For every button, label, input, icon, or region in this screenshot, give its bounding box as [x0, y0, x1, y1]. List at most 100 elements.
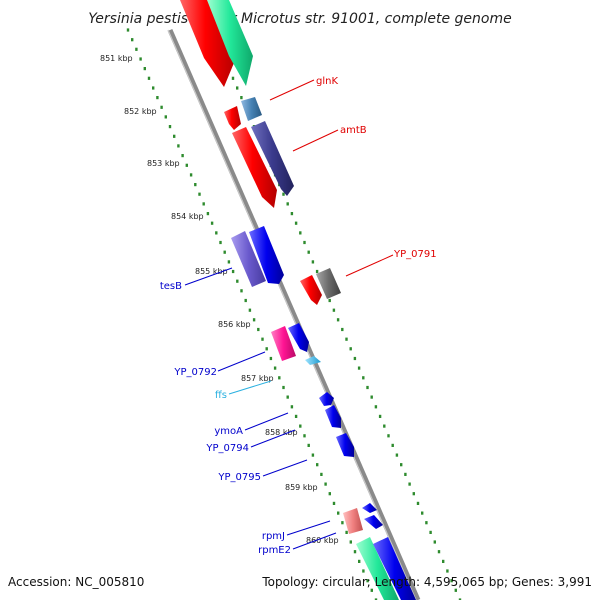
- tick-label-860: 860 kbp: [306, 536, 339, 545]
- tick-dot-right: [454, 588, 457, 592]
- gene-label-amtb[interactable]: amtB: [340, 125, 367, 136]
- gene-blue-856[interactable]: [288, 323, 309, 352]
- gene-yp0791-red[interactable]: [300, 275, 322, 305]
- gene-glnk[interactable]: [224, 106, 241, 130]
- tick-dot-left: [311, 453, 315, 457]
- gene-label-yp0795[interactable]: YP_0795: [217, 472, 261, 483]
- tick-dot-right: [400, 463, 403, 467]
- gene-yp0794[interactable]: [325, 405, 341, 428]
- tick-dot-left: [131, 38, 134, 42]
- gene-rpmj[interactable]: [362, 503, 377, 513]
- tick-dot-left: [181, 154, 184, 158]
- tick-dot-left: [366, 579, 369, 583]
- gene-salmon[interactable]: [343, 508, 363, 534]
- tick-dot-left: [370, 588, 373, 592]
- gene-features: [180, 0, 416, 600]
- gene-yp0795[interactable]: [336, 433, 354, 457]
- tick-dot-right: [353, 356, 357, 361]
- tick-dot-left: [257, 327, 260, 332]
- gene-label-ffs[interactable]: ffs: [215, 390, 227, 401]
- gene-yp0792-pink[interactable]: [271, 326, 296, 361]
- gene-blue-855[interactable]: [249, 226, 284, 284]
- tick-dot-left: [244, 298, 247, 303]
- tick-dot-right: [303, 240, 306, 245]
- gene-label-tesb[interactable]: tesB: [160, 281, 182, 292]
- gene-green-top[interactable]: [207, 0, 253, 86]
- tick-dot-left: [177, 144, 180, 148]
- gene-ffs[interactable]: [305, 356, 321, 365]
- leader-tesb: [184, 267, 233, 286]
- tick-dot-left: [307, 443, 310, 447]
- tick-dot-right: [311, 260, 315, 264]
- tick-dot-left: [374, 598, 378, 600]
- tick-dot-left: [273, 366, 277, 370]
- tick-dot-right: [370, 395, 373, 399]
- tick-dot-left: [215, 231, 218, 235]
- gene-tesb-purple[interactable]: [231, 231, 266, 287]
- gene-yp0791-gray[interactable]: [316, 268, 341, 299]
- tick-dot-left: [252, 318, 256, 322]
- tick-dot-left: [147, 76, 151, 80]
- gene-amtb-red[interactable]: [232, 127, 277, 208]
- gene-steel-small[interactable]: [241, 97, 262, 121]
- tick-dot-right: [290, 212, 294, 216]
- tick-label-856: 856 kbp: [218, 320, 251, 329]
- tick-label-854: 854 kbp: [171, 212, 204, 221]
- tick-dot-left: [152, 86, 155, 90]
- gene-ymoa[interactable]: [319, 392, 334, 406]
- tick-dot-left: [168, 125, 172, 129]
- gene-label-yp0792[interactable]: YP_0792: [173, 367, 217, 378]
- tick-dot-left: [265, 347, 268, 351]
- tick-dot-right: [442, 559, 445, 563]
- tick-dot-left: [210, 221, 214, 225]
- tick-dot-right: [307, 250, 310, 254]
- tick-dot-left: [202, 202, 205, 206]
- tick-dot-left: [135, 47, 138, 51]
- tick-dot-right: [341, 327, 344, 332]
- leader-ffs: [228, 380, 272, 395]
- tick-dot-left: [332, 501, 336, 505]
- tick-dot-right: [231, 76, 235, 80]
- tick-dot-right: [433, 540, 436, 544]
- tick-dot-left: [164, 115, 167, 119]
- map-title: Yersinia pestis biovar Microtus str. 910…: [88, 11, 511, 27]
- tick-dot-right: [315, 269, 319, 274]
- gene-green-bottom[interactable]: [356, 537, 399, 600]
- gene-blue-bottom[interactable]: [373, 537, 416, 600]
- gene-label-ymoa[interactable]: ymoA: [214, 426, 243, 437]
- gene-label-rpmj[interactable]: rpmJ: [262, 531, 285, 542]
- leader-ymoa: [244, 412, 289, 431]
- tick-dot-right: [446, 569, 449, 573]
- gene-rpme2[interactable]: [364, 515, 383, 529]
- tick-dot-right: [294, 221, 298, 225]
- tick-label-855: 855 kbp: [195, 267, 228, 276]
- tick-dot-left: [143, 67, 146, 71]
- tick-dot-right: [391, 443, 394, 447]
- tick-dot-right: [416, 501, 420, 505]
- gene-label-glnk[interactable]: glnK: [316, 76, 338, 87]
- tick-dot-left: [294, 414, 298, 418]
- tick-dot-left: [185, 163, 188, 167]
- gene-label-rpme2[interactable]: rpmE2: [258, 545, 291, 556]
- tick-dot-right: [362, 376, 365, 380]
- tick-label-852: 852 kbp: [124, 107, 157, 116]
- tick-dot-right: [408, 482, 411, 486]
- leader-rpme2: [292, 532, 337, 550]
- gene-label-yp0794[interactable]: YP_0794: [205, 443, 249, 454]
- gene-label-yp0791[interactable]: YP_0791: [393, 249, 437, 260]
- leader-amtb: [292, 129, 339, 152]
- tick-label-859: 859 kbp: [285, 483, 318, 492]
- tick-dot-left: [240, 289, 243, 293]
- tick-dot-left: [358, 559, 361, 563]
- tick-dot-left: [290, 405, 294, 409]
- tick-dot-left: [269, 356, 273, 361]
- tick-dot-right: [383, 424, 386, 428]
- gene-red-top[interactable]: [180, 0, 236, 87]
- gene-amtb-navy[interactable]: [251, 121, 294, 196]
- tick-dot-right: [395, 453, 399, 457]
- tick-dot-left: [126, 28, 130, 32]
- tick-dot-right: [437, 550, 441, 554]
- tick-dot-left: [227, 260, 231, 264]
- genome-backbone: [167, 29, 421, 600]
- tick-dot-left: [231, 269, 235, 274]
